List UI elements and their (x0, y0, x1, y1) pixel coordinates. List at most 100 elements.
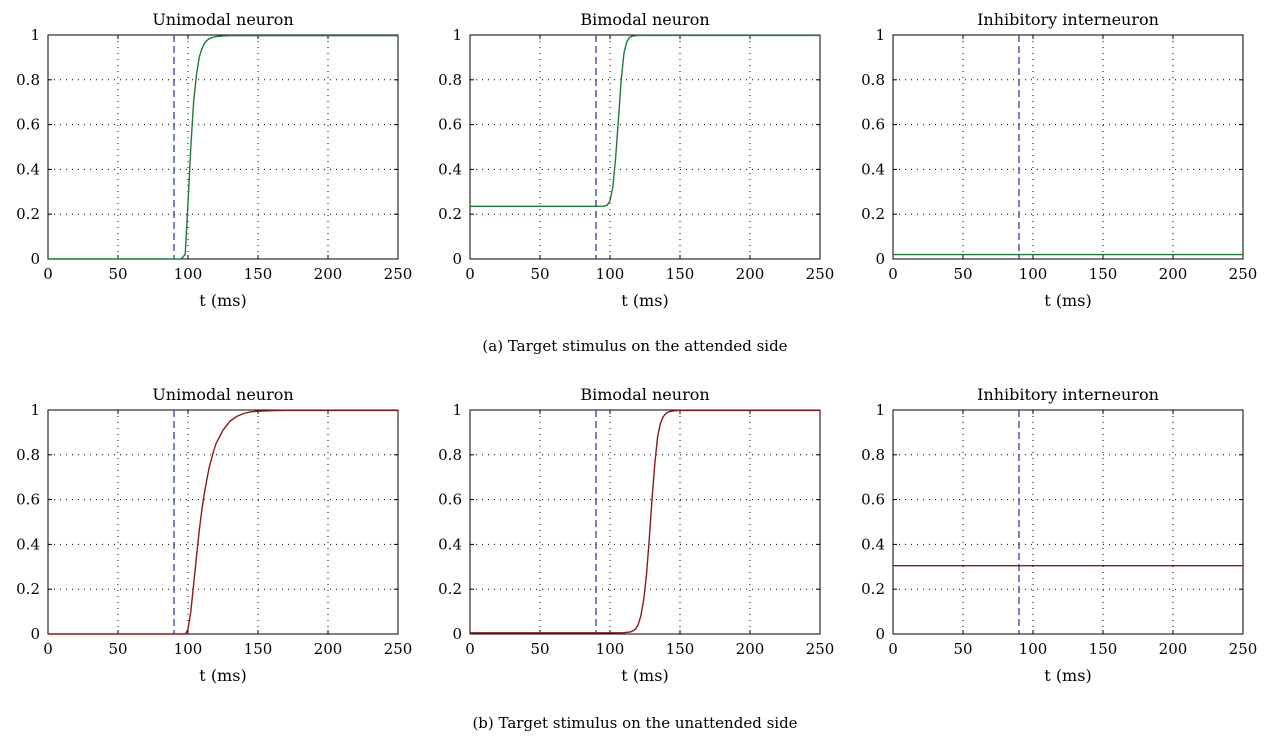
panel-title: Inhibitory interneuron (977, 10, 1159, 29)
panel-title: Bimodal neuron (580, 10, 709, 29)
y-tick-label: 0 (30, 250, 40, 268)
y-tick-label: 0.8 (16, 446, 40, 464)
series-line (470, 409, 820, 634)
x-tick-label: 100 (174, 265, 203, 283)
x-axis-label: t (ms) (1044, 666, 1091, 685)
x-tick-label: 250 (384, 640, 413, 658)
x-tick-label: 150 (1089, 640, 1118, 658)
x-tick-label: 100 (596, 640, 625, 658)
x-axis-label: t (ms) (621, 666, 668, 685)
x-tick-label: 200 (736, 640, 765, 658)
y-tick-label: 1 (875, 26, 885, 44)
plot-frame (469, 409, 821, 635)
x-axis-label: t (ms) (199, 666, 246, 685)
y-tick-label: 0.8 (16, 71, 40, 89)
x-tick-label: 0 (43, 265, 53, 283)
y-tick-label: 1 (452, 401, 462, 419)
x-tick-label: 50 (108, 265, 127, 283)
panel-title: Inhibitory interneuron (977, 385, 1159, 404)
panel-title: Unimodal neuron (152, 10, 293, 29)
x-tick-label: 0 (888, 640, 898, 658)
x-tick-label: 200 (1159, 640, 1188, 658)
panel-title: Bimodal neuron (580, 385, 709, 404)
y-tick-label: 0.8 (438, 71, 462, 89)
y-tick-label: 0.4 (861, 535, 885, 553)
x-tick-label: 150 (1089, 265, 1118, 283)
x-tick-label: 0 (888, 265, 898, 283)
x-tick-label: 100 (174, 640, 203, 658)
x-tick-label: 250 (1229, 640, 1258, 658)
y-tick-label: 0.4 (438, 160, 462, 178)
series-line (48, 34, 398, 260)
x-tick-label: 50 (530, 265, 549, 283)
y-tick-label: 0.8 (861, 71, 885, 89)
y-tick-label: 0.2 (16, 580, 40, 598)
x-tick-label: 100 (596, 265, 625, 283)
x-tick-label: 200 (314, 265, 343, 283)
y-tick-label: 0.8 (861, 446, 885, 464)
x-tick-label: 50 (953, 265, 972, 283)
plot-frame (47, 34, 399, 260)
chart-panel: Unimodal neuron 0 50 100 150 200 250 0 0.2 0.4 0.6… (16, 385, 412, 685)
y-tick-label: 0.6 (438, 491, 462, 509)
y-tick-label: 0.6 (861, 116, 885, 134)
y-tick-label: 0 (452, 250, 462, 268)
x-tick-label: 100 (1019, 640, 1048, 658)
y-tick-label: 0.4 (861, 160, 885, 178)
x-tick-label: 250 (384, 265, 413, 283)
plot-frame (47, 409, 399, 635)
y-tick-label: 0.2 (861, 580, 885, 598)
chart-panel: Unimodal neuron 0 50 100 150 200 250 0 0.2 0.4 0.6… (16, 10, 412, 310)
chart-panel: Inhibitory interneuron 0 50 100 150 200 250 0 0.… (861, 10, 1257, 310)
x-tick-label: 250 (806, 265, 835, 283)
y-tick-label: 1 (452, 26, 462, 44)
chart-panel: Bimodal neuron 0 50 100 150 200 250 0 0.2 0.4 0.6 0… (438, 385, 834, 685)
x-tick-label: 150 (666, 640, 695, 658)
x-tick-label: 0 (43, 640, 53, 658)
y-tick-label: 0.6 (438, 116, 462, 134)
y-tick-label: 0.4 (16, 535, 40, 553)
y-tick-label: 0.6 (16, 491, 40, 509)
y-tick-label: 0 (875, 625, 885, 643)
x-axis-label: t (ms) (199, 291, 246, 310)
y-tick-label: 0.2 (438, 205, 462, 223)
y-tick-label: 0.4 (438, 535, 462, 553)
x-tick-label: 50 (530, 640, 549, 658)
x-tick-label: 200 (736, 265, 765, 283)
y-tick-label: 0.2 (438, 580, 462, 598)
y-tick-label: 0 (452, 625, 462, 643)
x-axis-label: t (ms) (1044, 291, 1091, 310)
x-tick-label: 200 (314, 640, 343, 658)
y-tick-label: 0.6 (16, 116, 40, 134)
x-tick-label: 250 (1229, 265, 1258, 283)
y-tick-label: 1 (30, 401, 40, 419)
y-tick-label: 0.8 (438, 446, 462, 464)
series-line (48, 409, 398, 635)
x-tick-label: 150 (244, 265, 273, 283)
x-tick-label: 200 (1159, 265, 1188, 283)
panel-title: Unimodal neuron (152, 385, 293, 404)
x-tick-label: 0 (465, 640, 475, 658)
x-tick-label: 150 (666, 265, 695, 283)
x-tick-label: 100 (1019, 265, 1048, 283)
y-tick-label: 0.6 (861, 491, 885, 509)
plot-frame (469, 34, 821, 260)
chart-panel: Inhibitory interneuron 0 50 100 150 200 250 0 0.… (861, 385, 1257, 685)
y-tick-label: 0 (30, 625, 40, 643)
y-tick-label: 1 (875, 401, 885, 419)
x-axis-label: t (ms) (621, 291, 668, 310)
plot-frame (892, 34, 1244, 260)
series-line (470, 34, 820, 208)
y-tick-label: 0.2 (16, 205, 40, 223)
x-tick-label: 50 (953, 640, 972, 658)
y-tick-label: 0.4 (16, 160, 40, 178)
x-tick-label: 0 (465, 265, 475, 283)
x-tick-label: 50 (108, 640, 127, 658)
x-tick-label: 250 (806, 640, 835, 658)
y-tick-label: 0 (875, 250, 885, 268)
y-tick-label: 1 (30, 26, 40, 44)
y-tick-label: 0.2 (861, 205, 885, 223)
plot-frame (892, 409, 1244, 635)
